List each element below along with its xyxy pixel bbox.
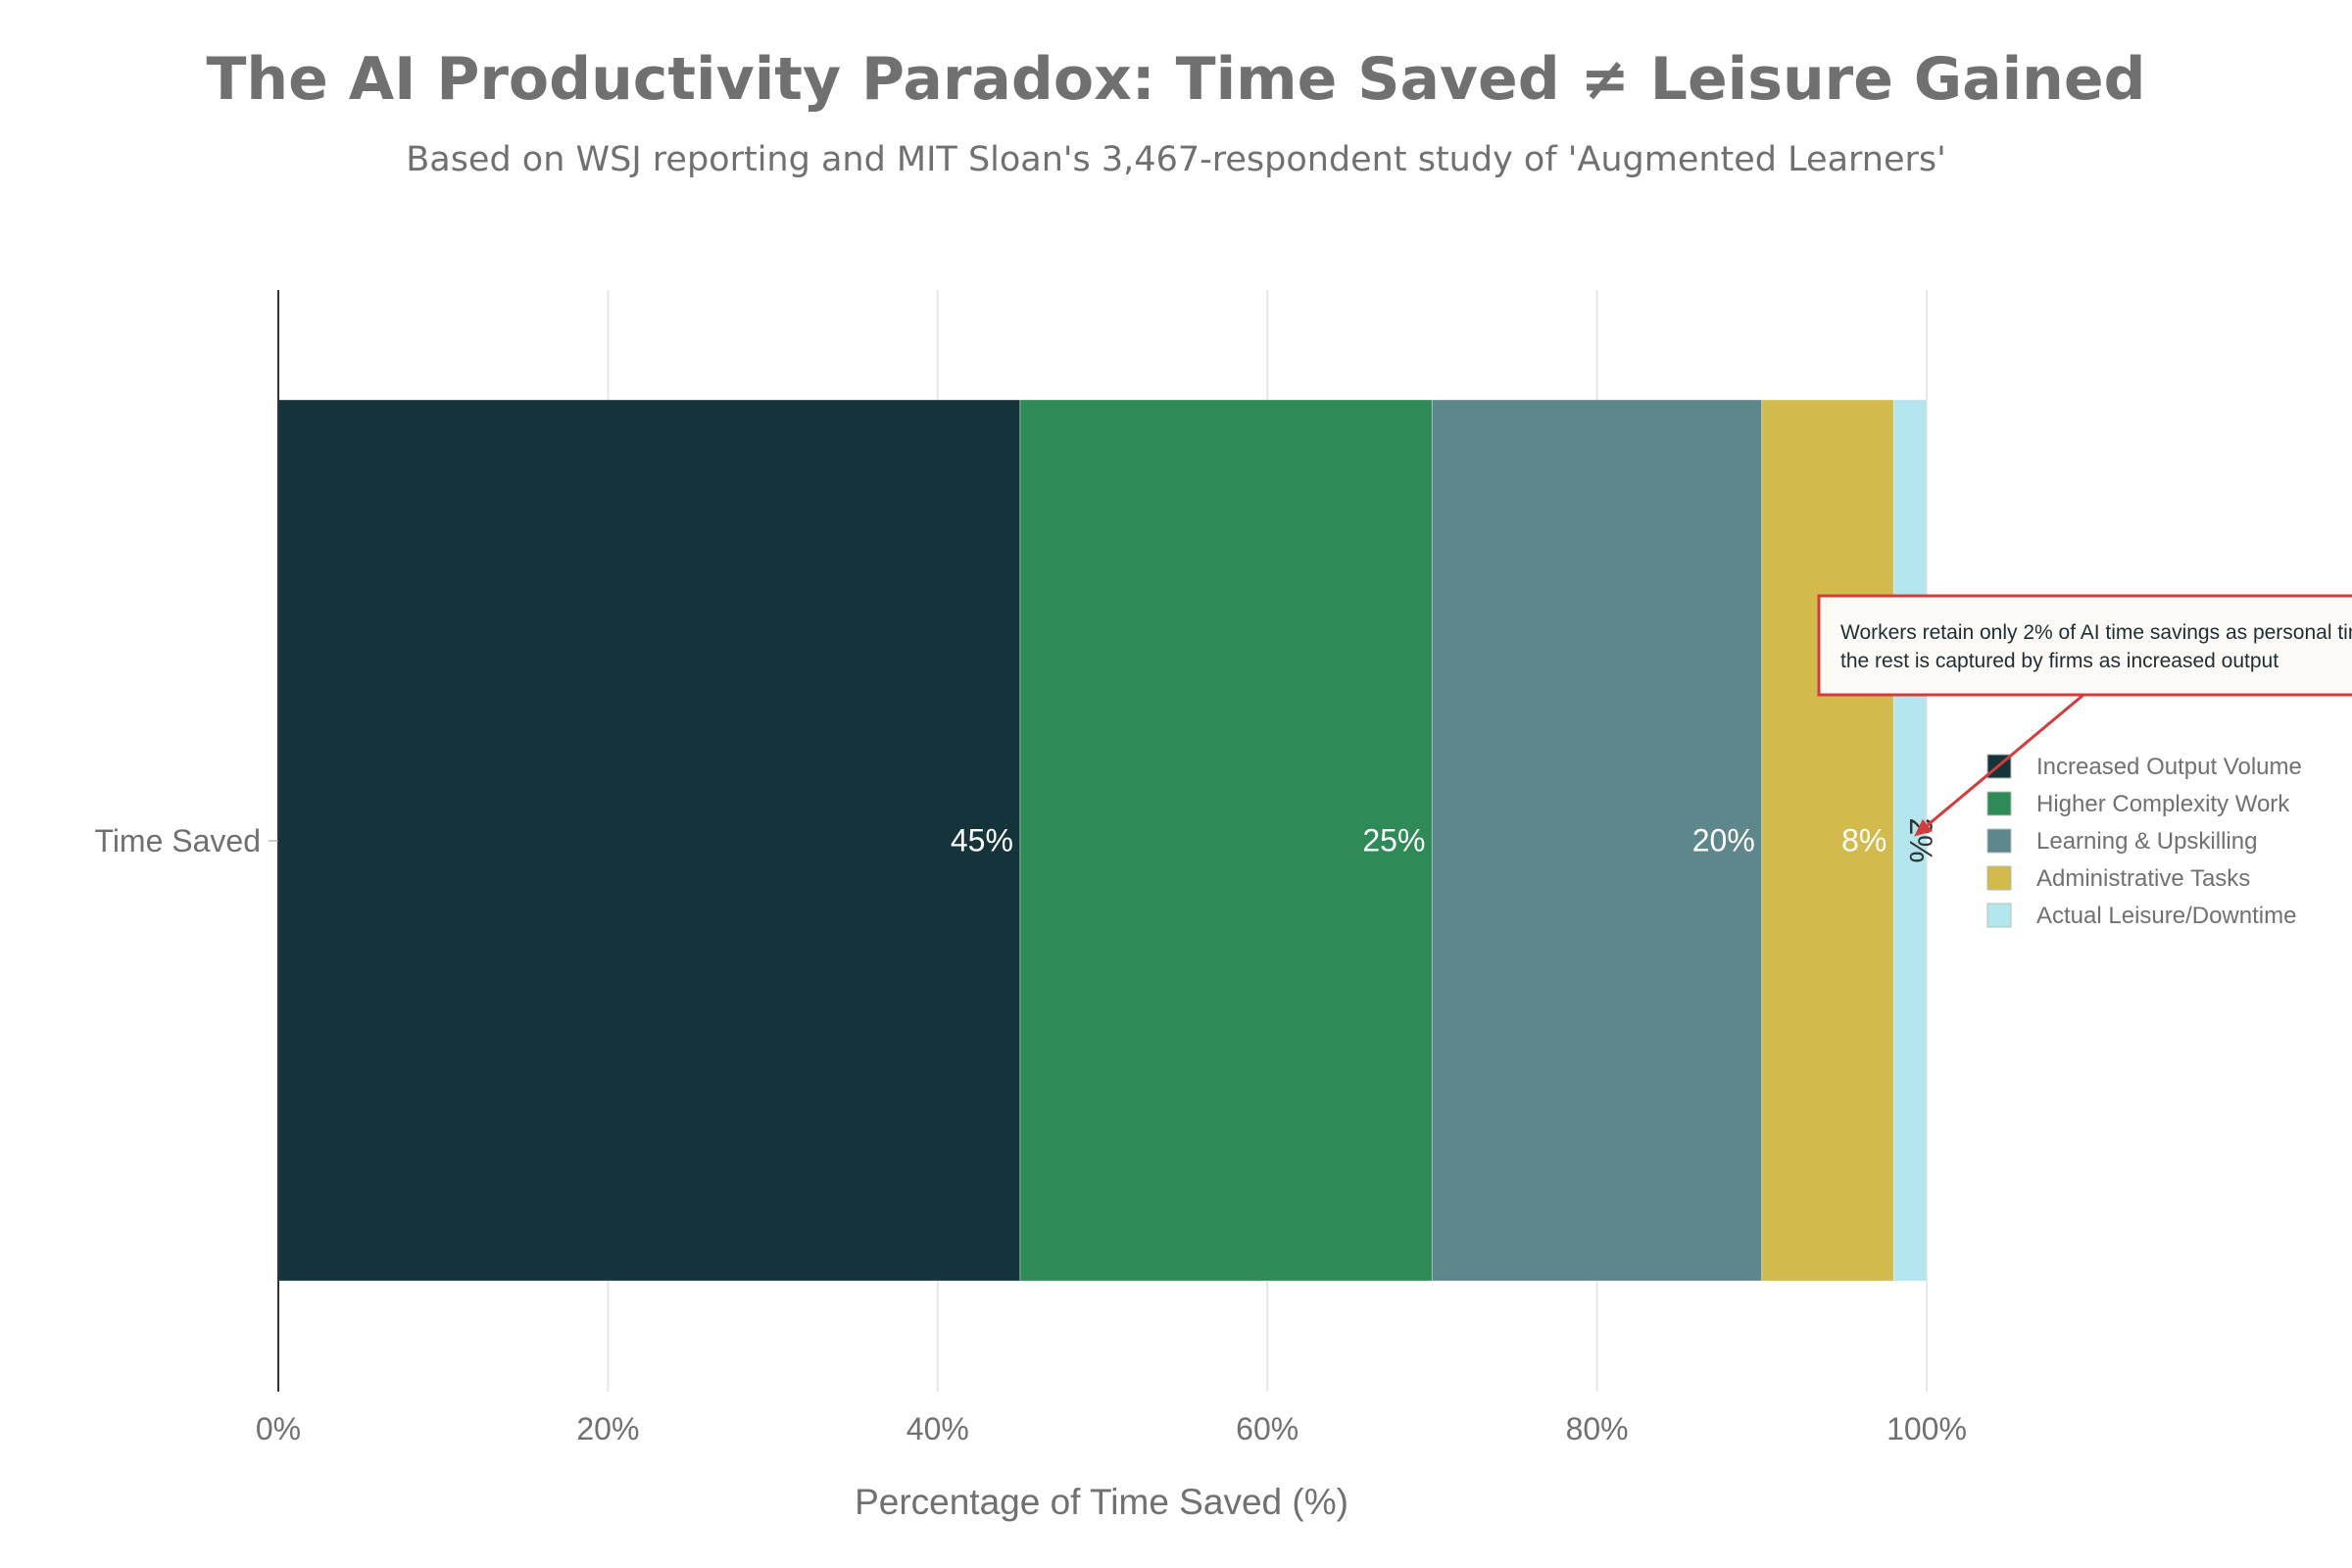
bars bbox=[277, 399, 1928, 1282]
legend-swatch bbox=[1986, 903, 2012, 928]
category-label: Time Saved bbox=[94, 823, 261, 858]
legend-swatch bbox=[1986, 828, 2012, 854]
annotation-line-1: Workers retain only 2% of AI time saving… bbox=[1840, 621, 2352, 644]
annotation-arrow-head bbox=[1914, 818, 1934, 837]
legend-swatch bbox=[1986, 791, 2012, 816]
bar-labels: 45% 25% 20% 8% 2% bbox=[951, 817, 1938, 862]
legend-swatch bbox=[1986, 865, 2012, 891]
x-axis-title: Percentage of Time Saved (%) bbox=[855, 1482, 1348, 1522]
legend-label: Learning & Upskilling bbox=[2036, 828, 2257, 855]
x-tick-label: 20% bbox=[576, 1411, 639, 1446]
bar-value-label: 8% bbox=[1841, 823, 1886, 858]
chart-title: The AI Productivity Paradox: Time Saved … bbox=[206, 45, 2145, 114]
bar-segment bbox=[277, 399, 1021, 1282]
annotation-arrow-line bbox=[1927, 693, 2084, 827]
bar-segment bbox=[1431, 399, 1763, 1282]
bar-segment bbox=[1761, 399, 1894, 1282]
chart-subtitle: Based on WSJ reporting and MIT Sloan's 3… bbox=[406, 140, 1946, 179]
annotation: Workers retain only 2% of AI time saving… bbox=[1817, 594, 2352, 837]
x-tick-label: 80% bbox=[1566, 1411, 1629, 1446]
legend-label: Increased Output Volume bbox=[2036, 754, 2302, 780]
x-tick-label: 60% bbox=[1236, 1411, 1298, 1446]
bar-segment bbox=[1892, 399, 1928, 1282]
x-tick-label: 0% bbox=[256, 1411, 301, 1446]
bar-value-label: 45% bbox=[951, 823, 1013, 858]
annotation-box bbox=[1817, 594, 2352, 697]
bar-value-label: 20% bbox=[1692, 823, 1755, 858]
bar-segment bbox=[1019, 399, 1433, 1282]
annotation-line-2: the rest is captured by firms as increas… bbox=[1840, 650, 2278, 672]
legend-label: Actual Leisure/Downtime bbox=[2036, 903, 2296, 929]
legend: Increased Output Volume Higher Complexity… bbox=[1986, 754, 2302, 929]
bar-value-label: 25% bbox=[1362, 823, 1425, 858]
legend-label: Administrative Tasks bbox=[2036, 865, 2250, 892]
x-tick-label: 100% bbox=[1886, 1411, 1967, 1446]
legend-label: Higher Complexity Work bbox=[2036, 791, 2290, 817]
x-tick-labels: 0% 20% 40% 60% 80% 100% bbox=[256, 1411, 1967, 1446]
x-tick-label: 40% bbox=[906, 1411, 969, 1446]
